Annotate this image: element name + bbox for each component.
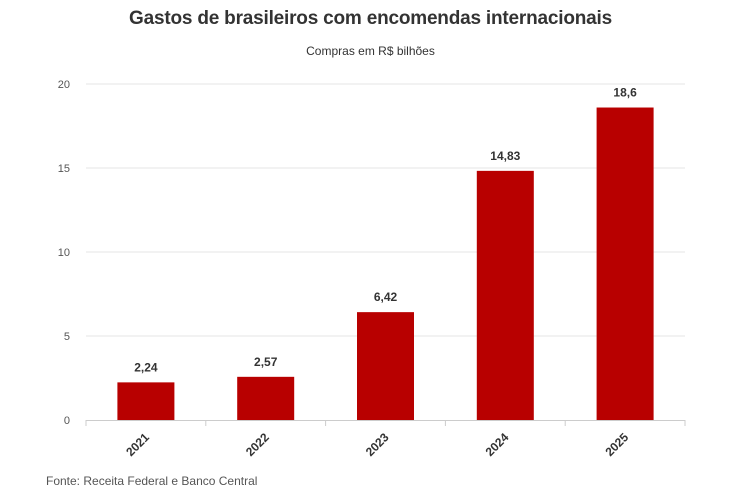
bar-2021 (117, 382, 175, 420)
y-tick-label: 5 (64, 331, 70, 343)
y-tick-label: 10 (58, 247, 70, 259)
data-label-2025: 18,6 (613, 86, 637, 100)
chart-subtitle: Compras em R$ bilhões (306, 44, 435, 58)
bar-2024 (476, 170, 534, 420)
x-tick-label-2021: 2021 (123, 430, 152, 459)
bar-2023 (357, 312, 414, 420)
y-tick-label: 15 (58, 163, 70, 175)
bars (117, 107, 654, 421)
y-tick-label: 0 (64, 415, 70, 427)
x-axis: 2021 2022 2023 2024 2025 (85, 420, 686, 459)
x-tick-label-2025: 2025 (602, 430, 631, 459)
data-label-2023: 6,42 (374, 290, 398, 304)
data-label-2024: 14,83 (490, 149, 520, 163)
data-labels: 2,24 2,57 6,42 14,83 18,6 (134, 86, 637, 375)
bar-2025 (596, 107, 654, 421)
data-label-2022: 2,57 (254, 355, 278, 369)
y-tick-label: 20 (58, 79, 70, 91)
data-label-2021: 2,24 (134, 360, 158, 374)
y-axis-ticks: 0 5 10 15 20 (58, 79, 70, 427)
source-note: Fonte: Receita Federal e Banco Central (46, 474, 258, 488)
x-tick-label-2023: 2023 (363, 430, 392, 459)
chart-title: Gastos de brasileiros com encomendas int… (129, 8, 612, 29)
bar-2022 (237, 376, 295, 420)
x-tick-label-2024: 2024 (483, 430, 512, 459)
x-tick-label-2022: 2022 (243, 430, 272, 459)
